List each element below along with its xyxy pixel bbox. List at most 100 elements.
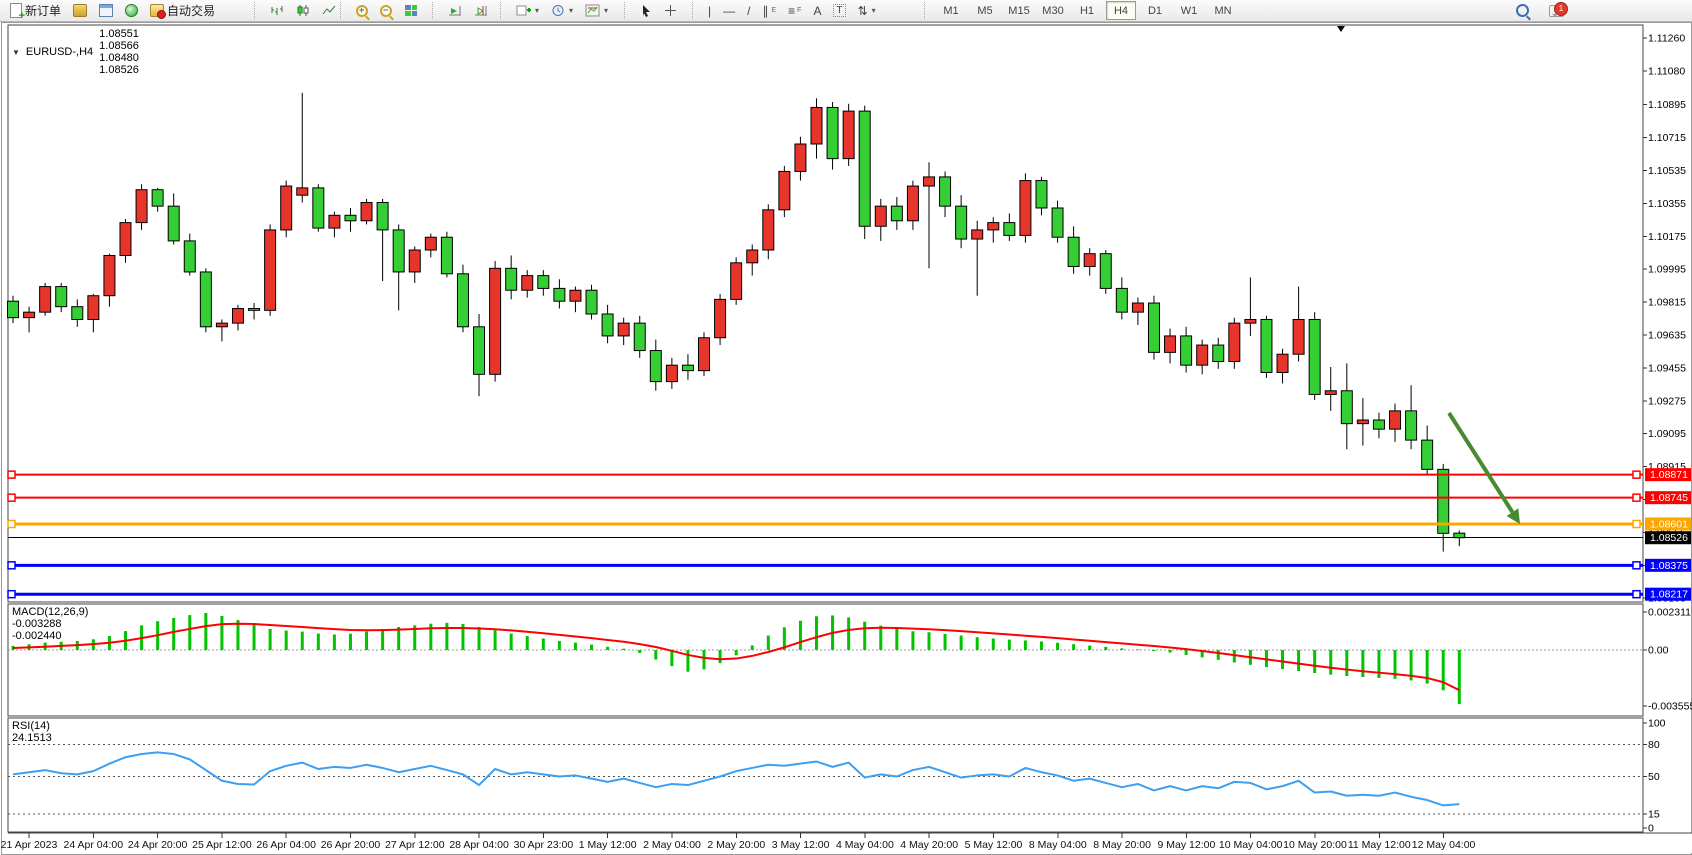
svg-text:30 Apr 23:00: 30 Apr 23:00 — [514, 839, 574, 851]
candle — [1276, 353, 1289, 373]
candle — [199, 271, 212, 328]
timeframe-m15-button[interactable]: M15 — [1008, 4, 1030, 17]
data-window-button[interactable] — [95, 1, 117, 20]
line-handle[interactable] — [7, 519, 16, 529]
horizontal-line-button[interactable]: — — [719, 1, 739, 20]
timeframe-m30-button[interactable]: M30 — [1042, 4, 1064, 17]
template-button[interactable]: ▾ — [581, 1, 612, 20]
tile-windows-button[interactable] — [400, 1, 422, 20]
timeframe-w1-button[interactable]: W1 — [1180, 4, 1198, 17]
candle — [505, 267, 518, 291]
candle — [1372, 419, 1385, 430]
new-order-label: 新订单 — [25, 4, 62, 18]
toolbar-separator — [432, 2, 438, 19]
candle — [826, 106, 839, 160]
chat-button[interactable]: 1 — [1545, 1, 1568, 20]
candle — [890, 205, 903, 222]
candle — [1003, 222, 1016, 236]
line-handle[interactable] — [7, 470, 16, 479]
svg-text:100: 100 — [1648, 718, 1666, 730]
chart-symbol-title: EURUSD-,H4 — [25, 46, 94, 58]
trendline-button[interactable]: / — [743, 1, 754, 20]
candle — [87, 295, 100, 320]
candle — [1244, 318, 1257, 324]
timeframe-h1-button[interactable]: H1 — [1079, 4, 1095, 17]
svg-text:0: 0 — [1648, 823, 1654, 835]
text-label-button[interactable]: T — [829, 1, 849, 20]
arrows-button[interactable]: ⇅ ▾ — [857, 3, 876, 18]
fibonacci-icon: ≡ — [788, 3, 795, 18]
candle — [360, 202, 373, 222]
line-handle[interactable] — [7, 561, 16, 570]
auto-trading-button[interactable]: 自动交易 — [146, 1, 219, 20]
candle — [1308, 318, 1321, 395]
svg-text:1.08375: 1.08375 — [1650, 560, 1688, 572]
toolbar-separator — [340, 2, 346, 19]
data-window-icon — [99, 4, 114, 17]
line-chart-button[interactable] — [318, 1, 340, 20]
timeframe-m1-button[interactable]: M1 — [943, 4, 959, 17]
svg-text:0.002311: 0.002311 — [1648, 607, 1691, 619]
svg-text:24 Apr 20:00: 24 Apr 20:00 — [128, 839, 188, 851]
candle — [1356, 419, 1369, 425]
candle — [681, 364, 694, 372]
candle — [328, 214, 341, 229]
line-chart-icon — [322, 5, 336, 15]
candle — [1453, 532, 1466, 539]
line-handle[interactable] — [1632, 470, 1641, 479]
channel-button[interactable]: ∥ E — [762, 3, 777, 18]
candle — [633, 322, 646, 352]
line-handle[interactable] — [1632, 493, 1641, 502]
auto-trading-label: 自动交易 — [167, 4, 216, 18]
new-order-button[interactable]: 新订单 — [6, 1, 65, 22]
svg-text:1.10715: 1.10715 — [1648, 132, 1686, 144]
horizontal-line-objects — [7, 470, 1643, 599]
add-indicator-button[interactable]: ▾ — [512, 1, 543, 20]
line-handle[interactable] — [1632, 589, 1641, 599]
candle — [906, 185, 919, 222]
auto-scroll-button[interactable] — [444, 1, 466, 20]
cursor-button[interactable] — [636, 1, 656, 20]
vertical-line-icon: | — [708, 3, 712, 18]
candle — [537, 275, 550, 289]
trend-arrow-object[interactable] — [1447, 411, 1520, 524]
candle — [1212, 344, 1225, 363]
bar-chart-button[interactable] — [266, 1, 288, 20]
zoom-out-icon: − — [380, 4, 392, 17]
text-button[interactable]: A — [809, 1, 825, 20]
fibonacci-button[interactable]: ≡ F — [788, 3, 802, 18]
signals-button[interactable] — [121, 1, 142, 20]
zoom-in-button[interactable]: + — [352, 1, 372, 20]
period-button[interactable]: ▾ — [547, 1, 577, 20]
svg-text:2 May 20:00: 2 May 20:00 — [707, 839, 765, 851]
main-price-pane — [7, 24, 1644, 603]
market-watch-button[interactable] — [69, 1, 91, 20]
zoom-out-button[interactable]: − — [376, 1, 396, 20]
candle — [183, 240, 196, 273]
line-handle[interactable] — [7, 493, 16, 502]
vertical-line-button[interactable]: | — [704, 1, 715, 20]
svg-text:1.10535: 1.10535 — [1648, 165, 1686, 177]
price-label-1.08601: 1.08601 — [1645, 517, 1691, 531]
chart-shift-button[interactable] — [470, 1, 492, 20]
channel-icon: ∥ — [762, 3, 769, 18]
candle — [601, 313, 614, 337]
line-handle[interactable] — [1632, 561, 1641, 570]
timeframe-h4-button[interactable]: H4 — [1106, 1, 1136, 20]
timeframe-m5-button[interactable]: M5 — [977, 4, 993, 17]
svg-text:1.09995: 1.09995 — [1648, 264, 1686, 276]
svg-text:26 Apr 04:00: 26 Apr 04:00 — [256, 839, 316, 851]
svg-text:21 Apr 2023: 21 Apr 2023 — [1, 839, 58, 851]
search-button[interactable] — [1512, 1, 1533, 20]
line-handle[interactable] — [1632, 519, 1641, 529]
candle — [1340, 390, 1353, 425]
candlestick-chart-button[interactable] — [292, 1, 314, 20]
crosshair-button[interactable] — [660, 1, 681, 20]
line-handle[interactable] — [7, 589, 16, 599]
candle — [424, 236, 437, 251]
candle — [456, 273, 469, 328]
symbol-dropdown-icon[interactable]: ▼ — [12, 47, 20, 57]
timeframe-d1-button[interactable]: D1 — [1147, 4, 1163, 17]
timeframe-mn-button[interactable]: MN — [1214, 4, 1232, 17]
macd-signal-line — [12, 622, 1460, 692]
